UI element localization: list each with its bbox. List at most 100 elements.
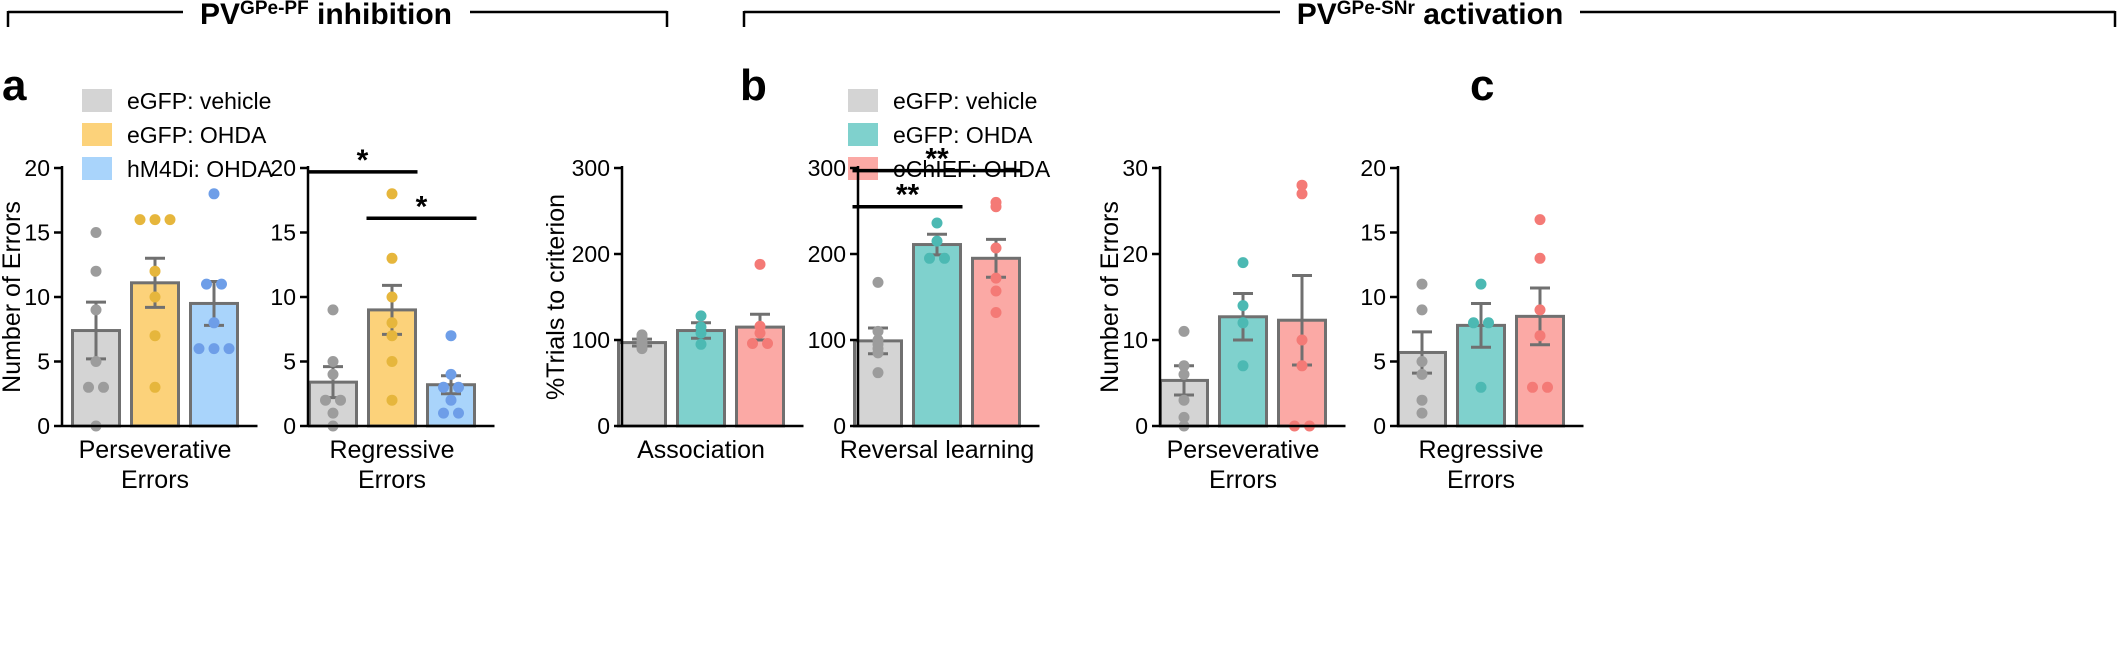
data-point xyxy=(1534,304,1546,316)
data-point xyxy=(695,327,707,339)
data-point xyxy=(149,381,161,393)
chart-b-3: 0 100 200 300 Reversal learning **** xyxy=(808,143,1040,464)
y-tick-label: 0 xyxy=(37,413,50,439)
panel-letter-c: c xyxy=(1470,61,1494,110)
data-point xyxy=(695,338,707,350)
data-point xyxy=(149,291,161,303)
category-label: Regressive xyxy=(1418,436,1543,464)
legend-label: eGFP: OHDA xyxy=(127,122,267,148)
data-point xyxy=(149,214,161,226)
data-point xyxy=(747,337,758,349)
data-point xyxy=(1542,381,1553,393)
y-tick-label: 15 xyxy=(1360,220,1386,246)
section-header-activation: PVGPe-SNr activation xyxy=(742,0,2117,31)
data-point xyxy=(453,381,464,393)
category-label: Errors xyxy=(358,466,426,494)
data-point xyxy=(445,394,457,406)
significance-label: * xyxy=(416,190,428,223)
bar xyxy=(676,329,726,428)
data-point xyxy=(90,304,102,316)
y-tick-label: 100 xyxy=(808,327,846,353)
legend-swatch xyxy=(848,157,878,180)
y-tick-label: 20 xyxy=(270,155,296,181)
section-title-suffix: inhibition xyxy=(309,0,452,31)
legend-panel-a: eGFP: vehicle eGFP: OHDA hM4Di: OHDA xyxy=(82,88,273,182)
data-point xyxy=(1475,278,1487,290)
data-point xyxy=(149,330,161,342)
data-point xyxy=(1296,188,1308,200)
y-tick-label: 10 xyxy=(270,284,296,310)
legend-swatch xyxy=(82,123,112,146)
y-tick-label: 10 xyxy=(24,284,50,310)
data-point xyxy=(1534,214,1546,226)
data-point xyxy=(208,343,220,355)
data-point xyxy=(1178,360,1190,372)
data-point xyxy=(1416,394,1428,406)
data-point xyxy=(1483,317,1494,329)
bar xyxy=(1277,318,1327,428)
y-tick-label: 20 xyxy=(24,155,50,181)
data-point xyxy=(990,306,1002,318)
y-tick-label: 100 xyxy=(572,327,610,353)
y-axis-label: Number of Errors xyxy=(1096,201,1124,393)
data-point xyxy=(1468,317,1479,329)
y-tick-label: 300 xyxy=(572,155,610,181)
data-point xyxy=(754,258,766,270)
section-title: PVGPe-PF inhibition xyxy=(200,0,452,31)
data-point xyxy=(1237,317,1249,329)
data-point xyxy=(438,381,449,393)
data-point xyxy=(1178,411,1190,423)
data-point xyxy=(1296,179,1308,191)
data-point xyxy=(327,356,339,367)
data-point xyxy=(872,347,884,359)
data-point xyxy=(386,394,398,406)
y-tick-label: 0 xyxy=(283,413,296,439)
data-point xyxy=(453,407,464,419)
data-point xyxy=(335,394,346,406)
category-label: Errors xyxy=(121,466,189,494)
section-title-superscript: GPe-PF xyxy=(240,0,309,19)
significance-label: ** xyxy=(896,179,920,212)
data-point xyxy=(1296,360,1308,372)
data-point xyxy=(1178,325,1190,337)
data-point xyxy=(872,367,884,379)
data-point xyxy=(90,227,102,238)
legend-swatch xyxy=(848,89,878,112)
data-point xyxy=(193,343,205,355)
data-point xyxy=(386,188,398,200)
category-label: Reversal learning xyxy=(840,436,1035,464)
y-tick-label: 200 xyxy=(808,241,846,267)
data-point xyxy=(208,317,220,329)
data-point xyxy=(90,356,102,367)
data-point xyxy=(931,235,943,247)
data-point xyxy=(924,252,935,264)
legend-label: eGFP: OHDA xyxy=(893,122,1033,148)
y-axis-label: %Trials to criterion xyxy=(542,194,570,400)
data-point xyxy=(1237,257,1249,269)
bar xyxy=(735,325,785,428)
legend-swatch xyxy=(848,123,878,146)
data-point xyxy=(1416,356,1428,367)
y-tick-label: 0 xyxy=(597,413,610,439)
data-point xyxy=(216,278,227,290)
y-axis-label: Number of Errors xyxy=(0,201,26,393)
data-point xyxy=(636,343,648,355)
legend-label: hM4Di: OHDA xyxy=(127,156,273,182)
data-point xyxy=(208,188,220,200)
data-point xyxy=(931,217,943,229)
legend-swatch xyxy=(82,157,112,180)
data-point xyxy=(164,214,176,226)
category-label: Errors xyxy=(1447,466,1515,494)
data-point xyxy=(1296,334,1308,346)
data-point xyxy=(83,381,94,393)
section-title-main: PV xyxy=(1297,0,1337,31)
y-tick-label: 15 xyxy=(270,220,296,246)
category-label: Regressive xyxy=(329,436,454,464)
data-point xyxy=(386,317,398,329)
data-point xyxy=(149,265,161,277)
data-point xyxy=(990,201,1002,213)
significance-label: ** xyxy=(925,143,949,176)
data-point xyxy=(327,368,339,380)
data-point xyxy=(1416,368,1428,380)
